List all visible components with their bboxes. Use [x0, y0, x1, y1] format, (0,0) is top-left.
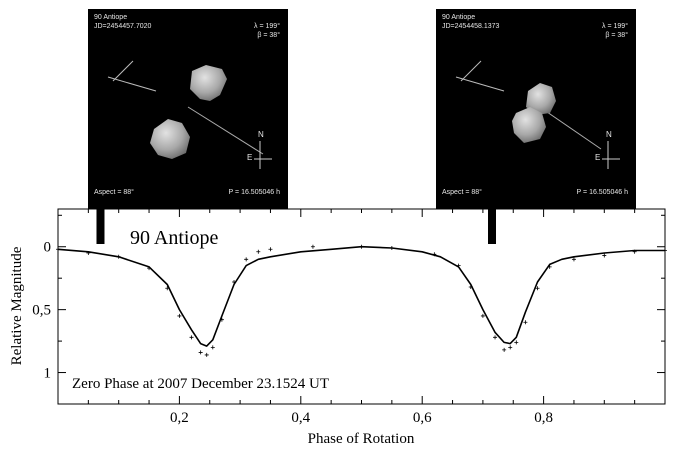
observed-point	[359, 244, 364, 249]
observed-point	[232, 279, 237, 284]
series-layer	[56, 244, 667, 357]
x-tick-label: 0,8	[534, 410, 553, 426]
observed-point	[514, 340, 519, 345]
y-tick-label: 0	[44, 240, 52, 256]
observed-point	[547, 264, 552, 269]
observed-point	[632, 249, 637, 254]
y-axis-label: Relative Magnitude	[9, 246, 25, 365]
compass-north-label: N	[258, 130, 264, 139]
x-tick-label: 0,6	[413, 410, 432, 426]
x-tick-label: 0,2	[170, 410, 189, 426]
panel-lambda: λ = 199°	[602, 23, 628, 30]
tick-labels: 0,2 0,4 0,6 0,8 0 0,5 1	[32, 240, 553, 426]
phase-markers	[96, 209, 497, 244]
compass-east-label: E	[247, 153, 253, 162]
observed-point	[219, 317, 224, 322]
panel-julian-date: JD=2454457.7020	[94, 23, 152, 30]
compass-north-label: N	[606, 130, 612, 139]
observed-point	[56, 247, 60, 252]
panel-object-name: 90 Antiope	[442, 14, 476, 21]
phase-marker-bar	[96, 209, 105, 244]
spin-axis-line	[107, 76, 157, 92]
observed-point	[535, 286, 540, 291]
y-tick-label: 0,5	[32, 303, 51, 319]
orbit-line	[187, 106, 264, 155]
zero-phase-annotation: Zero Phase at 2007 December 23.1524 UT	[72, 376, 329, 392]
asteroid-view-graphics-2	[455, 60, 620, 169]
panel-beta: β = 38°	[605, 32, 628, 39]
panel-aspect: Aspect = 88°	[442, 189, 482, 196]
observed-point	[204, 352, 209, 357]
panel-beta: β = 38°	[257, 32, 280, 39]
observed-point	[432, 252, 437, 257]
observed-point	[189, 335, 194, 340]
chart-title: 90 Antiope	[130, 227, 218, 249]
observed-point	[602, 253, 607, 258]
panel-lambda: λ = 199°	[254, 23, 280, 30]
phase-marker-bar	[488, 209, 497, 244]
compass-east-label: E	[595, 153, 601, 162]
observed-point	[86, 251, 91, 256]
observed-point	[502, 347, 507, 352]
observed-point	[523, 320, 528, 325]
observed-point	[508, 345, 513, 350]
x-tick-label: 0,4	[291, 410, 310, 426]
asteroid-view-panel-2: 90 Antiope JD=2454458.1373 λ = 199° β = …	[436, 9, 636, 209]
observed-point	[165, 286, 170, 291]
asteroid-component-a	[190, 65, 227, 101]
observed-point	[268, 247, 273, 252]
observed-point	[456, 263, 461, 268]
asteroid-component-b	[512, 107, 546, 143]
observed-point	[571, 257, 576, 262]
observed-point	[310, 244, 315, 249]
orbit-axis-line	[460, 60, 482, 82]
observed-point	[480, 313, 485, 318]
panel-aspect: Aspect = 88°	[94, 189, 134, 196]
panel-period: P = 16.505046 h	[228, 189, 280, 196]
asteroid-component-a	[526, 83, 556, 115]
asteroid-component-b	[150, 119, 190, 159]
x-axis-label: Phase of Rotation	[308, 431, 415, 447]
observed-point	[244, 257, 249, 262]
observed-point	[468, 285, 473, 289]
panel-object-name: 90 Antiope	[94, 14, 128, 21]
observed-point	[116, 254, 121, 259]
model-curve	[57, 245, 665, 347]
asteroid-view-panel-1: 90 Antiope JD=2454457.7020 λ = 199° β = …	[88, 9, 288, 209]
observed-point	[663, 248, 667, 253]
observed-point	[198, 350, 203, 355]
observed-point	[147, 266, 152, 271]
observed-point	[493, 335, 498, 340]
panel-period: P = 16.505046 h	[576, 189, 628, 196]
spin-axis-line	[455, 76, 505, 92]
observed-point	[389, 246, 394, 250]
y-tick-label: 1	[44, 366, 52, 382]
axis-ticks	[58, 209, 665, 405]
orbit-axis-line	[112, 60, 134, 82]
observed-point	[256, 249, 261, 254]
asteroid-view-graphics-1	[107, 60, 272, 169]
observed-point	[210, 345, 215, 350]
panel-julian-date: JD=2454458.1373	[442, 23, 500, 30]
observed-point	[177, 313, 182, 318]
